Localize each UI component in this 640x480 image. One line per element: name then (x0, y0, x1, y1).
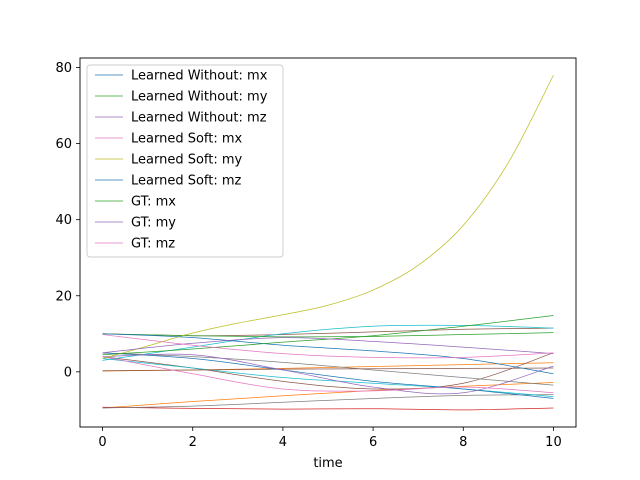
y-tick-label-4: 80 (55, 61, 72, 76)
x-tick-label-1: 2 (189, 435, 197, 450)
unlabeled-line-7 (102, 324, 554, 361)
legend-label-2: Learned Without: mz (131, 111, 267, 126)
legend-label-1: Learned Without: my (131, 90, 268, 105)
series-line-3 (102, 356, 554, 394)
x-tick-label-2: 4 (279, 435, 287, 450)
data-lines (102, 74, 554, 411)
legend-label-8: GT: mz (131, 237, 175, 252)
unlabeled-line-6 (102, 352, 554, 386)
x-tick-label-5: 10 (545, 435, 562, 450)
x-tick-label-4: 8 (459, 435, 467, 450)
legend-label-4: Learned Soft: my (131, 153, 243, 168)
legend-label-3: Learned Soft: mx (131, 132, 243, 147)
series-line-5 (102, 333, 554, 375)
x-tick-label-0: 0 (98, 435, 106, 450)
y-tick-label-1: 20 (55, 289, 72, 304)
legend-label-7: GT: my (131, 216, 176, 231)
y-tick-label-0: 0 (64, 365, 72, 380)
legend-label-5: Learned Soft: mz (131, 174, 242, 189)
unlabeled-line-9 (102, 367, 554, 372)
series-line-8 (102, 334, 554, 359)
legend-label-6: GT: mx (131, 195, 176, 210)
unlabeled-line-5 (102, 394, 554, 409)
legend: Learned Without: mx Learned Without: my Le… (86, 64, 284, 258)
series-line-2 (102, 353, 554, 395)
unlabeled-line-0 (102, 382, 554, 409)
y-axis: 0 20 40 60 80 (55, 61, 80, 380)
series-line-4 (102, 74, 554, 359)
legend-label-0: Learned Without: mx (131, 69, 268, 84)
plot-frame (79, 57, 577, 428)
y-tick-label-2: 40 (55, 213, 72, 228)
x-tick-label-3: 6 (369, 435, 377, 450)
x-axis-label: time (313, 456, 342, 471)
unlabeled-line-2 (102, 406, 554, 411)
legend-box (86, 64, 284, 258)
x-axis: 0 2 4 6 8 10 (98, 427, 562, 450)
y-tick-label-3: 60 (55, 137, 72, 152)
series-line-0 (102, 352, 554, 399)
